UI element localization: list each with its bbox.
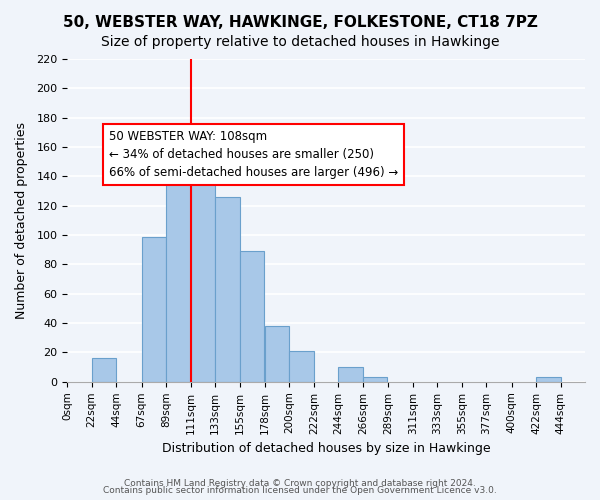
Text: Size of property relative to detached houses in Hawkinge: Size of property relative to detached ho… — [101, 35, 499, 49]
Bar — [191, 124, 215, 382]
Bar — [142, 236, 166, 382]
Bar — [239, 251, 264, 382]
Bar — [215, 197, 239, 382]
Text: Contains HM Land Registry data © Crown copyright and database right 2024.: Contains HM Land Registry data © Crown c… — [124, 478, 476, 488]
Bar — [265, 326, 289, 382]
Bar — [363, 378, 387, 382]
Text: Contains public sector information licensed under the Open Government Licence v3: Contains public sector information licen… — [103, 486, 497, 495]
Y-axis label: Number of detached properties: Number of detached properties — [15, 122, 28, 319]
Text: 50 WEBSTER WAY: 108sqm
← 34% of detached houses are smaller (250)
66% of semi-de: 50 WEBSTER WAY: 108sqm ← 34% of detached… — [109, 130, 398, 179]
X-axis label: Distribution of detached houses by size in Hawkinge: Distribution of detached houses by size … — [162, 442, 490, 455]
Bar — [92, 358, 116, 382]
Text: 50, WEBSTER WAY, HAWKINGE, FOLKESTONE, CT18 7PZ: 50, WEBSTER WAY, HAWKINGE, FOLKESTONE, C… — [62, 15, 538, 30]
Bar — [166, 137, 191, 382]
Bar — [289, 351, 314, 382]
Bar — [536, 378, 560, 382]
Bar — [338, 367, 363, 382]
